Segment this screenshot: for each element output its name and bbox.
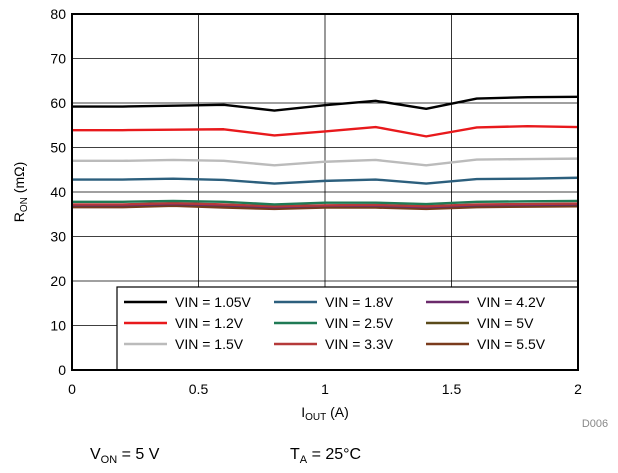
y-tick-label: 10 bbox=[50, 318, 66, 334]
y-tick-label: 20 bbox=[50, 273, 66, 289]
figure-id: D006 bbox=[582, 418, 608, 430]
legend-label: VIN = 4.2V bbox=[477, 294, 546, 310]
ta-condition: TA = 25°C bbox=[290, 446, 362, 467]
series-line bbox=[72, 95, 579, 112]
x-tick-label: 1.5 bbox=[442, 381, 462, 397]
series-line bbox=[72, 201, 579, 208]
legend-label: VIN = 3.3V bbox=[325, 336, 394, 352]
y-tick-labels: 0 10 20 30 40 50 60 70 80 bbox=[50, 6, 66, 378]
y-tick-label: 50 bbox=[50, 140, 66, 156]
y-tick-label: 40 bbox=[50, 184, 66, 200]
x-tick-labels: 0 0.5 1 1.5 2 bbox=[68, 381, 582, 397]
series-line bbox=[72, 199, 579, 206]
plot-frame bbox=[71, 13, 579, 371]
y-tick-label: 30 bbox=[50, 229, 66, 245]
von-condition: VON = 5 V bbox=[90, 446, 160, 467]
series-line bbox=[72, 124, 579, 138]
legend-label: VIN = 5.5V bbox=[477, 336, 546, 352]
x-tick-label: 2 bbox=[574, 381, 582, 397]
x-tick-label: 0 bbox=[68, 381, 76, 397]
series-line bbox=[72, 157, 579, 167]
y-tick-label: 80 bbox=[50, 6, 66, 22]
y-tick-label: 0 bbox=[58, 362, 66, 378]
x-axis-title: IOUT (A) bbox=[301, 404, 349, 423]
y-axis-title: RON (mΩ) bbox=[11, 162, 30, 222]
legend-label: VIN = 2.5V bbox=[325, 315, 394, 331]
series-line bbox=[72, 204, 579, 211]
series-line bbox=[72, 176, 579, 185]
x-tick-label: 1 bbox=[321, 381, 329, 397]
x-tick-label: 0.5 bbox=[189, 381, 209, 397]
legend-label: VIN = 1.05V bbox=[175, 294, 252, 310]
series-group bbox=[72, 95, 579, 211]
legend-label: VIN = 1.8V bbox=[325, 294, 394, 310]
legend-label: VIN = 1.5V bbox=[175, 336, 244, 352]
y-tick-label: 60 bbox=[50, 95, 66, 111]
legend-label: VIN = 5V bbox=[477, 315, 534, 331]
legend: VIN = 1.05V VIN = 1.2V VIN = 1.5V VIN = 1.8… bbox=[116, 286, 579, 371]
legend-label: VIN = 1.2V bbox=[175, 315, 244, 331]
line-chart: VIN = 1.05V VIN = 1.2V VIN = 1.5V VIN = 1.8… bbox=[11, 6, 608, 430]
y-tick-label: 70 bbox=[50, 51, 66, 67]
